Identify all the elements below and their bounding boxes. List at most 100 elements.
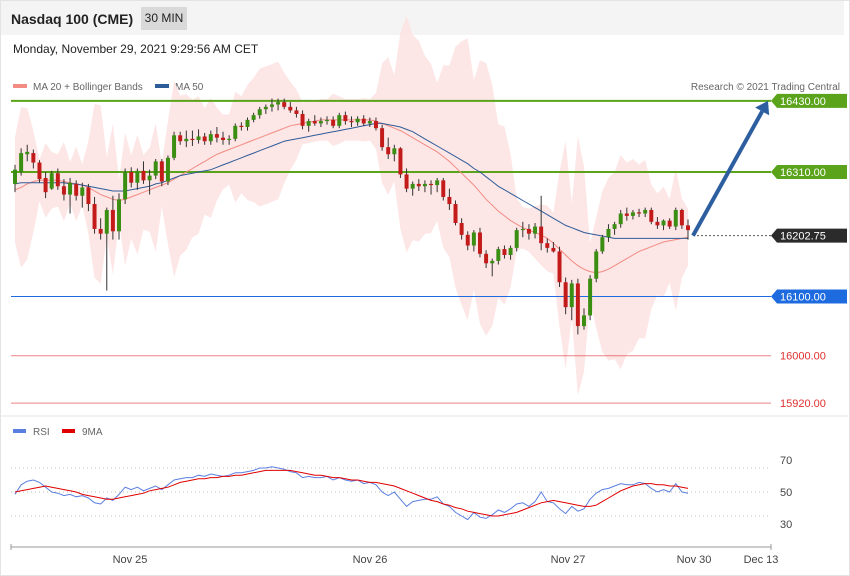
- rsi-line: [14, 466, 689, 521]
- candle-body: [31, 153, 36, 163]
- candle-body: [294, 110, 299, 114]
- level-label: 16000.00: [780, 351, 826, 363]
- candle-body: [435, 180, 440, 186]
- level-labels: 16430.00 16310.00 16202.75 16100.00 16000.00…: [771, 93, 847, 410]
- candle-body: [612, 224, 617, 229]
- level-tag: [771, 93, 847, 108]
- candle-body: [643, 209, 648, 214]
- candle-body: [147, 175, 152, 181]
- candle-body: [98, 228, 103, 234]
- level-label: 16310.00: [780, 167, 826, 179]
- candle-body: [196, 136, 201, 141]
- candle-body: [380, 128, 385, 148]
- candle-body: [165, 157, 170, 182]
- candle-body: [110, 209, 115, 232]
- candle-body: [331, 119, 336, 126]
- candle-body: [129, 172, 134, 183]
- candle-body: [441, 180, 446, 197]
- candle-body: [667, 220, 672, 227]
- level-label: 16100.00: [780, 291, 826, 303]
- rsi-level-30: 30: [780, 519, 792, 531]
- candle-body: [300, 113, 305, 126]
- candle-body: [367, 121, 372, 124]
- candle-body: [477, 232, 482, 254]
- candle-body: [49, 173, 54, 189]
- candle-body: [422, 183, 427, 187]
- candle-body: [178, 135, 183, 142]
- candle-body: [19, 153, 24, 173]
- candle-body: [233, 125, 238, 139]
- candle-body: [159, 161, 164, 182]
- rsi-level-70: 70: [780, 455, 792, 467]
- rsi-legend-label: RSI: [33, 427, 50, 438]
- candle-body: [551, 247, 556, 252]
- candle-body: [361, 118, 366, 124]
- rsi-panel: [11, 466, 771, 521]
- candle-body: [276, 102, 281, 105]
- candle-body: [318, 121, 323, 124]
- candle-body: [306, 121, 311, 126]
- x-tick-label: Nov 27: [551, 554, 586, 566]
- candle-body: [282, 102, 287, 107]
- projection-arrow-head: [755, 100, 770, 116]
- candle-body: [43, 177, 48, 193]
- candle-body: [80, 187, 85, 196]
- projection-arrow-shaft: [691, 110, 764, 237]
- rsi-legend-swatch: [13, 429, 26, 433]
- candle-body: [269, 104, 274, 107]
- bollinger-band-area: [15, 15, 688, 396]
- candle-body: [227, 138, 232, 141]
- x-tick-label: Nov 25: [113, 554, 148, 566]
- candle-body: [563, 282, 568, 308]
- candle-body: [92, 204, 97, 229]
- candle-body: [349, 121, 354, 123]
- candle-body: [312, 121, 317, 124]
- candle-body: [257, 109, 262, 116]
- rsi-level-50: 50: [780, 487, 792, 499]
- candle-body: [416, 183, 421, 187]
- candle-body: [661, 220, 666, 226]
- candle-body: [526, 228, 531, 234]
- ma50-legend-label: MA 50: [175, 82, 204, 93]
- level-label: 15920.00: [780, 398, 826, 410]
- candle-body: [37, 162, 42, 180]
- x-tick-label: Nov 30: [677, 554, 712, 566]
- candle-body: [221, 137, 226, 141]
- candle-body: [123, 172, 128, 200]
- ma50-legend-swatch: [155, 84, 169, 88]
- candle-body: [288, 106, 293, 111]
- candle-body: [214, 134, 219, 138]
- candle-body: [398, 148, 403, 175]
- candle-body: [575, 283, 580, 327]
- candle-body: [557, 251, 562, 283]
- candle-body: [569, 283, 574, 308]
- candle-body: [465, 234, 470, 246]
- candle-body: [600, 237, 605, 252]
- candle-body: [484, 253, 489, 264]
- candle-body: [459, 223, 464, 235]
- candle-body: [13, 169, 17, 184]
- x-tick-label: Nov 26: [353, 554, 388, 566]
- candle-body: [410, 183, 415, 189]
- candle-body: [386, 147, 391, 155]
- candle-body: [208, 134, 213, 142]
- candle-body: [184, 138, 189, 142]
- candle-body: [153, 161, 158, 176]
- candle-body: [471, 232, 476, 246]
- candle-body: [624, 213, 629, 216]
- candle-body: [490, 260, 495, 264]
- timeframe-badge[interactable]: 30 MIN: [141, 7, 187, 30]
- candle-body: [496, 249, 501, 261]
- candle-body: [539, 226, 544, 244]
- candle-body: [618, 213, 623, 225]
- candle-body: [135, 170, 140, 183]
- rsi-ma-line: [14, 469, 689, 517]
- candle-body: [594, 251, 599, 279]
- instrument-title: Nasdaq 100 (CME): [11, 11, 134, 27]
- candle-body: [447, 196, 452, 205]
- candle-body: [686, 225, 690, 231]
- candle-body: [514, 230, 519, 248]
- candle-body: [104, 209, 109, 234]
- level-tag: [771, 228, 847, 243]
- candle-body: [141, 170, 146, 181]
